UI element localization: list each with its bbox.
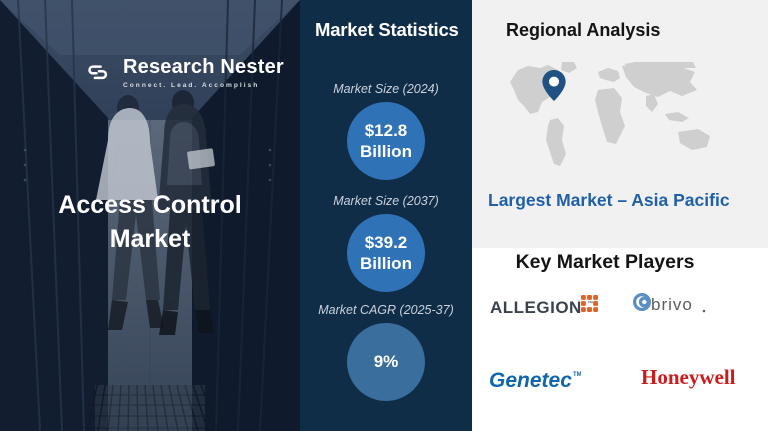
svg-text:ALLEGION: ALLEGION	[490, 298, 582, 317]
svg-text:Genetec: Genetec	[489, 369, 572, 392]
svg-text:brivo: brivo	[651, 295, 693, 314]
svg-text:TM: TM	[573, 372, 581, 378]
svg-text:Honeywell: Honeywell	[641, 365, 736, 389]
